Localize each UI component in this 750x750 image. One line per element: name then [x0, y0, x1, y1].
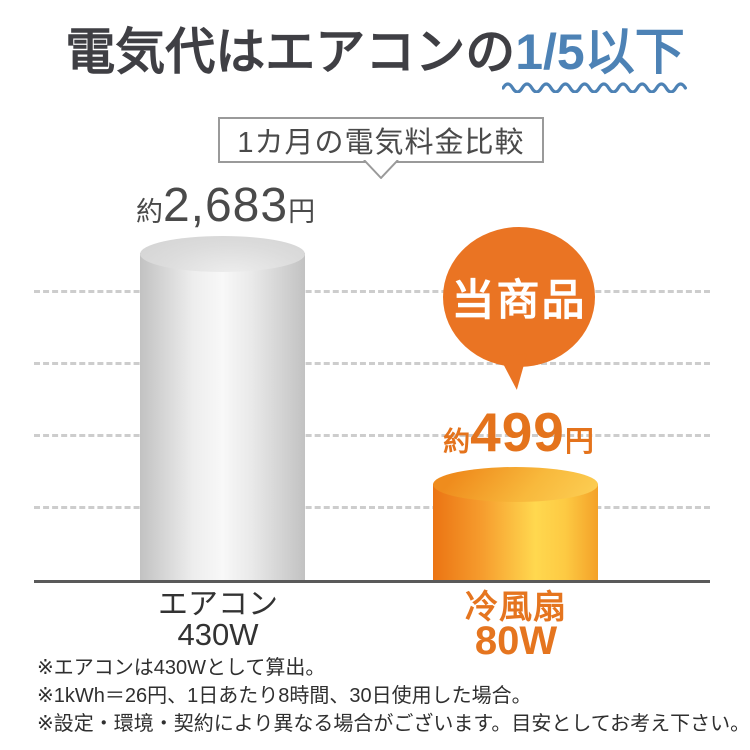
bar-aircon-top-ellipse [140, 236, 305, 272]
wavy-underline-icon [502, 82, 687, 93]
product-badge-label: 当商品 [451, 277, 587, 325]
price-fan-unit: 円 [564, 426, 594, 458]
page-title: 電気代はエアコンの1/5以下 [0, 12, 750, 84]
price-fan-amount: 499 [470, 401, 565, 463]
speech-tail-icon [363, 160, 399, 179]
axis-baseline [34, 580, 710, 583]
footnote-line: ※設定・環境・契約により異なる場合がございます。目安としてお考え下さい。 [37, 713, 750, 735]
price-fan-approx: 約 [443, 427, 471, 457]
label-fan-name: 冷風扇 [465, 588, 567, 625]
bar-aircon [140, 253, 305, 582]
gridline [34, 290, 710, 293]
product-badge-tail-icon [499, 353, 531, 392]
label-fan: 冷風扇 80W [421, 588, 611, 663]
price-aircon-unit: 円 [288, 197, 316, 227]
title-text: 電気代はエアコンの [65, 24, 516, 80]
title-highlight: 1/5以下 [515, 24, 685, 80]
label-fan-wattage: 80W [474, 619, 558, 663]
footnote-line: ※1kWh＝26円、1日あたり8時間、30日使用した場合。 [37, 685, 532, 707]
product-badge: 当商品 [443, 227, 595, 367]
gridline [34, 362, 710, 365]
bar-fan-top-ellipse [433, 467, 598, 502]
price-fan: 約499円 [421, 400, 616, 464]
comparison-label: 1カ月の電気料金比較 [237, 127, 525, 159]
price-aircon-approx: 約 [135, 197, 163, 227]
label-aircon: エアコン 430W [128, 589, 308, 650]
gridline [34, 434, 710, 437]
footnote-line: ※エアコンは430Wとして算出。 [37, 657, 326, 679]
label-aircon-wattage: 430W [177, 617, 259, 652]
comparison-label-box: 1カ月の電気料金比較 [218, 117, 544, 163]
gridline [34, 506, 710, 509]
price-aircon: 約2,683円 [128, 178, 323, 233]
footnotes: ※エアコンは430Wとして算出。 ※1kWh＝26円、1日あたり8時間、30日使… [37, 654, 750, 738]
price-aircon-amount: 2,683 [162, 179, 289, 232]
label-aircon-name: エアコン [158, 588, 278, 621]
